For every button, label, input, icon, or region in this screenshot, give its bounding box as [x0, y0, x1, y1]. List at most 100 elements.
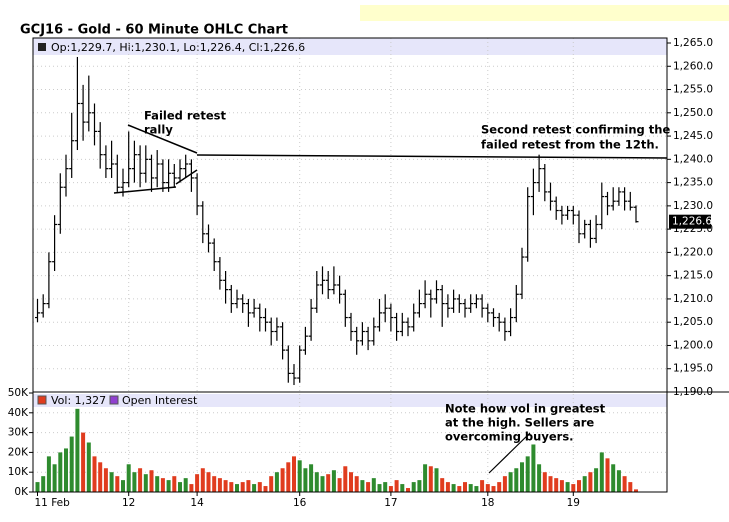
- volume-bar: [588, 472, 593, 492]
- last-price-box: [669, 214, 711, 229]
- ohlc-bar: [610, 187, 616, 211]
- volume-bar: [417, 480, 422, 492]
- ohlc-bar: [63, 154, 69, 197]
- volume-bar: [354, 476, 359, 492]
- ohlc-bar: [542, 163, 548, 202]
- ohlc-bar: [462, 298, 468, 318]
- volume-bar: [86, 442, 91, 492]
- volume-bar: [195, 474, 200, 492]
- volume-bar: [508, 472, 513, 492]
- volume-bar: [92, 456, 97, 492]
- price-icon: [38, 43, 46, 51]
- ohlc-bar: [519, 247, 525, 299]
- volume-bar: [314, 472, 319, 492]
- y-tick-label: 1,250.0: [673, 107, 713, 119]
- ohlc-bar: [263, 308, 268, 332]
- volume-bar: [474, 486, 479, 492]
- ohlc-bar: [40, 294, 46, 318]
- annotation: Note how vol in greatest: [445, 402, 606, 416]
- volume-bar: [360, 480, 365, 492]
- volume-header-text: Vol: 1,327: [51, 394, 106, 407]
- x-tick-label: 19: [567, 497, 580, 509]
- volume-bar: [622, 476, 627, 492]
- ohlc-bar: [439, 284, 445, 327]
- ohlc-bar: [485, 303, 491, 323]
- ohlc-bar: [149, 154, 154, 192]
- ohlc-bar: [502, 317, 508, 341]
- volume-icon: [37, 395, 47, 405]
- ohlc-bar: [46, 252, 52, 309]
- volume-bar: [297, 460, 302, 492]
- volume-bar: [229, 482, 234, 492]
- ohlc-bar: [616, 187, 622, 206]
- ohlc-bar: [411, 303, 417, 332]
- y2-tick-label: 30K: [8, 427, 29, 439]
- y-tick-label: 1,215.0: [673, 270, 713, 282]
- annotation: overcoming buyers.: [445, 430, 574, 444]
- volume-bar: [451, 484, 456, 492]
- volume-bar: [98, 462, 103, 492]
- y2-tick-label: 50K: [8, 387, 29, 399]
- x-tick-label: 16: [293, 497, 307, 509]
- volume-bar: [166, 480, 171, 492]
- ohlc-bar: [177, 159, 183, 183]
- volume-bar: [292, 456, 296, 492]
- y2-tick-label: 0K: [14, 486, 29, 498]
- triangle-line: [113, 186, 177, 194]
- volume-bar: [571, 484, 576, 492]
- ohlc-bar: [576, 210, 582, 244]
- x-tick-label: 14: [190, 497, 204, 509]
- volume-bar: [520, 462, 524, 492]
- ohlc-bar: [434, 280, 439, 304]
- volume-bar: [303, 468, 308, 492]
- volume-bar: [371, 478, 376, 492]
- ohlc-bar: [137, 145, 143, 188]
- volume-bar: [269, 476, 274, 492]
- y-tick-label: 1,230.0: [673, 200, 713, 212]
- volume-bar: [132, 472, 137, 492]
- volume-bar: [200, 468, 205, 492]
- volume-bar: [126, 464, 131, 492]
- volume-bar: [223, 480, 228, 492]
- volume-bar: [337, 478, 342, 492]
- x-tick-label: 12: [122, 497, 135, 509]
- volume-bar: [400, 484, 405, 492]
- ohlc-bar: [553, 196, 559, 220]
- ohlc-bar: [342, 289, 348, 327]
- x-tick-label: 18: [481, 497, 494, 509]
- volume-bar: [212, 476, 217, 492]
- ohlc-bar: [297, 345, 303, 383]
- volume-bar: [263, 486, 268, 492]
- volume-bar: [349, 472, 353, 492]
- y-tick-label: 1,245.0: [673, 130, 713, 142]
- ohlc-bar: [274, 317, 280, 341]
- ohlc-bar: [194, 173, 200, 216]
- volume-bar: [326, 474, 331, 492]
- ohlc-bar: [257, 303, 263, 332]
- y-tick-label: 1,220.0: [673, 246, 713, 258]
- volume-bar: [149, 470, 154, 492]
- ohlc-bar: [200, 201, 206, 244]
- ohlc-bar: [320, 266, 325, 295]
- volume-bar: [143, 474, 148, 492]
- ohlc-bar: [530, 168, 536, 216]
- x-tick-label: 11 Feb: [35, 497, 71, 509]
- resistance-line: [196, 154, 668, 159]
- ohlc-bar: [314, 271, 320, 313]
- ohlc-bar: [525, 187, 531, 262]
- ohlc-bar: [599, 182, 605, 230]
- oi-legend: Open Interest: [122, 394, 198, 407]
- ohlc-bar: [388, 303, 394, 332]
- y-tick-label: 1,205.0: [673, 316, 713, 328]
- volume-bar: [189, 484, 194, 492]
- volume-bar: [41, 476, 46, 492]
- volume-bar: [138, 468, 143, 492]
- ohlc-bar: [109, 140, 115, 178]
- ohlc-bar: [206, 224, 211, 253]
- triangle-line: [127, 124, 198, 154]
- volume-bar: [172, 476, 177, 492]
- volume-bar: [548, 476, 553, 492]
- volume-bar: [542, 472, 547, 492]
- ohlc-bar: [188, 159, 194, 192]
